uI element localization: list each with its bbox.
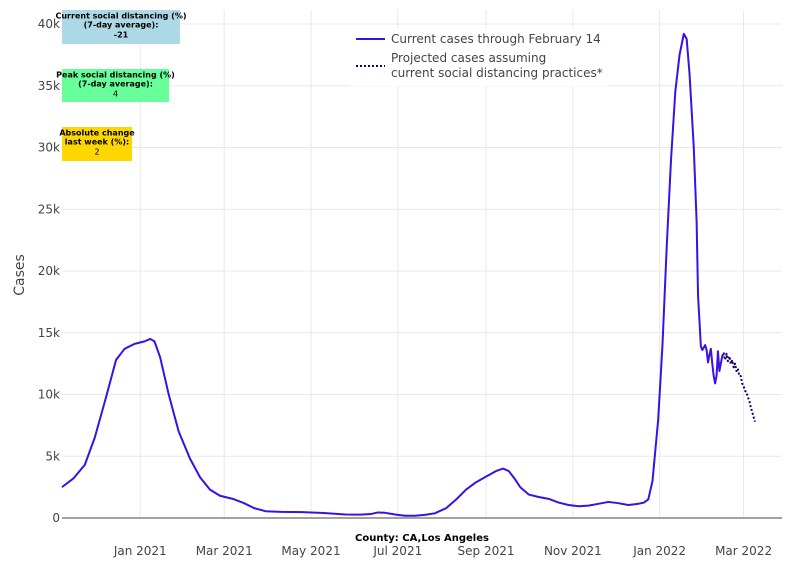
x-tick-label: Mar 2022 — [715, 544, 772, 558]
x-axis-title: County: CA,Los Angeles — [355, 533, 489, 544]
x-tick-label: Jan 2022 — [632, 544, 686, 558]
axes: 0 5k 10k 15k 20k 25k 30k 35k 40k Jan 2021 Mar 2021… — [38, 17, 782, 558]
legend-label: current social distancing practices* — [391, 66, 603, 80]
series-group — [61, 32, 756, 517]
annotation-label: Peak social distancing (%) — [56, 71, 175, 80]
x-tick-label: May 2021 — [281, 544, 340, 558]
annotation-value: 2 — [94, 148, 99, 157]
annotation-label: last week (%): — [65, 138, 129, 147]
x-tick-label: Mar 2021 — [196, 544, 253, 558]
y-tick-label: 20k — [38, 264, 60, 278]
y-tick-label: 40k — [38, 17, 60, 31]
annotation-label: Absolute change — [59, 129, 135, 138]
annotation-box-bg — [62, 69, 169, 102]
y-axis-title: Cases — [12, 254, 28, 296]
annotation-label: Current social distancing (%) — [55, 12, 186, 21]
y-tick-label: 35k — [38, 79, 60, 93]
grid — [62, 10, 782, 518]
annotation-boxes: Current social distancing (%)(7-day aver… — [55, 10, 187, 161]
x-tick-label: Nov 2021 — [544, 544, 602, 558]
annotation-box: Current social distancing (%)(7-day aver… — [55, 10, 187, 44]
legend-label: Current cases through February 14 — [391, 32, 601, 46]
legend[interactable]: Current cases through February 14 Project… — [350, 28, 608, 86]
x-tick-label: Sep 2021 — [458, 544, 515, 558]
y-tick-label: 15k — [38, 326, 60, 340]
annotation-box-bg — [62, 127, 132, 161]
x-tick-label: Jul 2021 — [372, 544, 422, 558]
y-tick-label: 5k — [45, 449, 60, 463]
y-tick-label: 30k — [38, 141, 60, 155]
series-current-cases-line — [61, 32, 724, 517]
legend-label: Projected cases assuming — [391, 51, 546, 65]
y-tick-label: 25k — [38, 202, 60, 216]
series-projected-cases-line — [721, 351, 756, 422]
annotation-value: -21 — [114, 31, 129, 40]
y-tick-label: 10k — [38, 388, 60, 402]
annotation-box: Peak social distancing (%)(7-day average… — [56, 69, 175, 102]
annotation-box-bg — [62, 10, 180, 44]
legend-bg — [350, 28, 608, 86]
annotation-value: 4 — [113, 90, 118, 99]
x-tick-label: Jan 2021 — [113, 544, 167, 558]
y-tick-label: 0 — [52, 511, 60, 525]
annotation-label: (7-day average): — [84, 21, 159, 30]
legend-item-current[interactable]: Current cases through February 14 — [356, 32, 601, 46]
annotation-label: (7-day average): — [78, 80, 153, 89]
